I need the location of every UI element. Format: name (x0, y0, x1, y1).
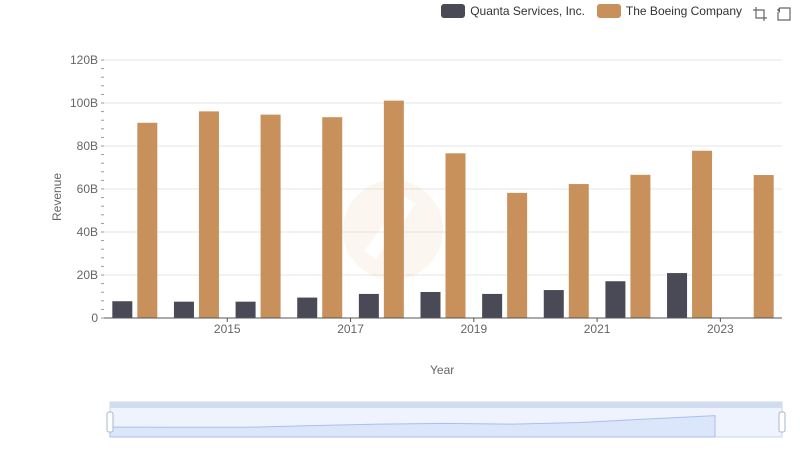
bar-boeing-2018 (383, 100, 404, 318)
bar-boeing-2023 (692, 150, 713, 318)
bars-layer (112, 100, 774, 318)
bar-boeing-2019 (445, 153, 466, 318)
bar-quanta-2022 (605, 281, 626, 318)
bar-boeing-2016 (260, 114, 281, 318)
bar-boeing-2014 (137, 122, 158, 318)
legend-swatch-quanta (441, 4, 466, 18)
y-tick-label: 40B (77, 225, 98, 239)
x-tick-label: 2023 (707, 322, 734, 336)
bar-boeing-2022 (630, 174, 651, 318)
x-tick-label: 2017 (337, 322, 364, 336)
bar-boeing-2024 (753, 175, 774, 318)
slider-top-band (110, 402, 782, 408)
bar-quanta-2021 (543, 290, 564, 318)
bar-boeing-2017 (322, 117, 343, 318)
slider-handle-left (106, 411, 114, 433)
y-tick-label: 20B (77, 268, 98, 282)
bar-boeing-2020 (507, 192, 528, 318)
legend-item-boeing[interactable]: The Boeing Company (596, 4, 742, 18)
legend-item-quanta[interactable]: Quanta Services, Inc. (441, 4, 585, 18)
y-tick-label: 60B (77, 182, 98, 196)
y-tick-label: 120B (70, 53, 98, 67)
axis-layer: 0 20B 40B 60B 80B 100B 120B 2015 2017 2019 2021 202… (70, 53, 782, 336)
x-axis-title: Year (430, 363, 455, 377)
bar-boeing-2021 (568, 184, 589, 318)
restore-icon[interactable] (776, 6, 792, 22)
bar-quanta-2018 (358, 293, 379, 318)
bar-quanta-2020 (482, 293, 503, 318)
bar-quanta-2014 (112, 301, 133, 318)
slider-handle-right (778, 411, 786, 433)
slider-preview (109, 415, 716, 438)
legend-label-boeing: The Boeing Company (625, 4, 742, 18)
bar-boeing-2015 (198, 111, 219, 318)
bar-quanta-2019 (420, 291, 441, 318)
legend-label-quanta: Quanta Services, Inc. (470, 4, 585, 18)
x-tick-label: 2019 (460, 322, 487, 336)
bar-quanta-2016 (235, 301, 256, 318)
y-tick-label: 0 (91, 311, 98, 325)
bar-quanta-2015 (173, 301, 194, 318)
bar-quanta-2023 (667, 273, 688, 318)
x-tick-label: 2021 (584, 322, 611, 336)
toolbox (752, 6, 792, 22)
y-tick-label: 100B (70, 96, 98, 110)
legend-swatch-boeing (596, 4, 621, 18)
bar-quanta-2017 (297, 297, 318, 318)
y-tick-label: 80B (77, 139, 98, 153)
legend: Quanta Services, Inc. The Boeing Company (441, 4, 742, 18)
zoom-icon[interactable] (752, 6, 768, 22)
x-tick-label: 2015 (214, 322, 241, 336)
data-zoom-slider[interactable] (106, 401, 786, 438)
